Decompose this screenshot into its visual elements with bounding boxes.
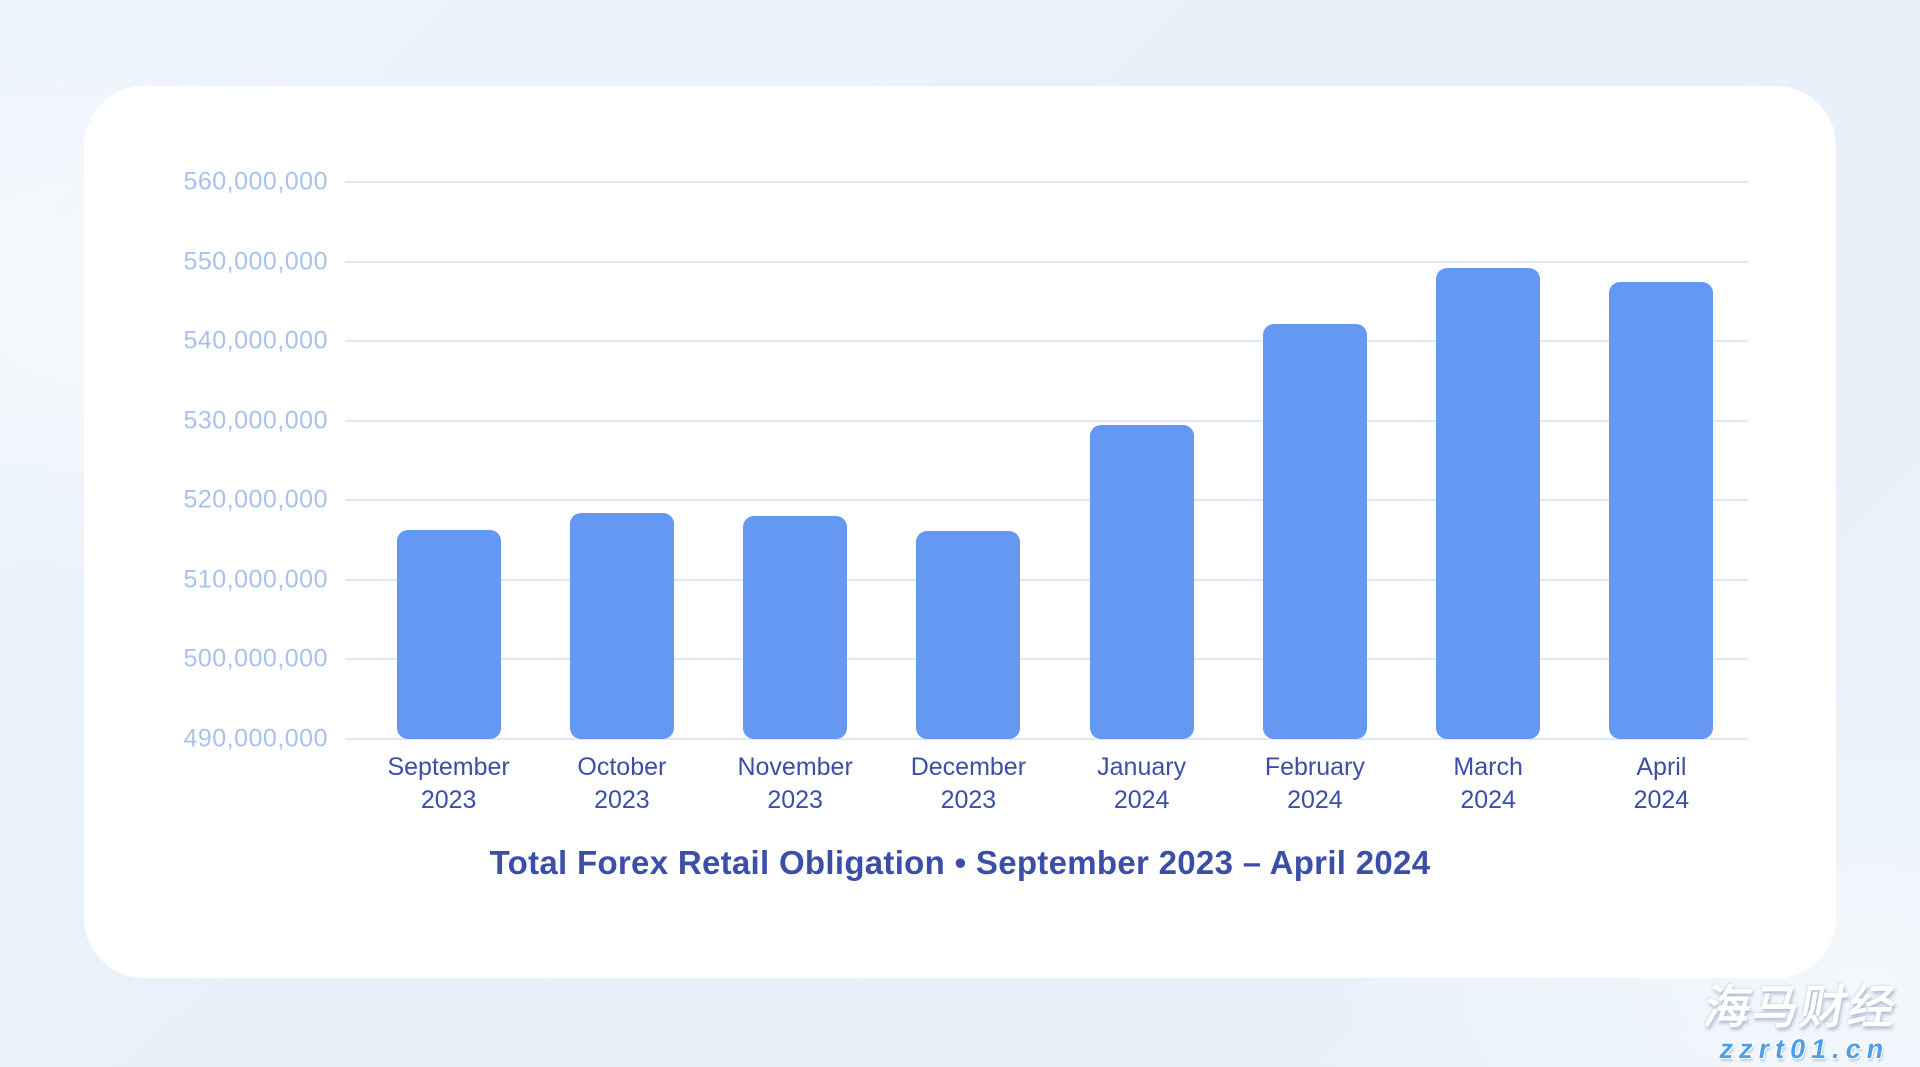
- chart-card: 560,000,000 550,000,000 540,000,000 530,000…: [84, 86, 1836, 978]
- gridline: [345, 260, 1748, 263]
- gridline: [345, 419, 1748, 422]
- gridline: [345, 181, 1748, 183]
- watermark-brand-text: 海马财经: [1700, 981, 1902, 1034]
- y-axis-tick-label: 530,000,000: [183, 406, 328, 435]
- x-axis-category-label: January 2024: [1097, 753, 1187, 814]
- bar-6: [1262, 324, 1367, 739]
- x-axis-category-label: September 2023: [387, 753, 510, 814]
- x-axis-category-label: October 2023: [577, 753, 667, 814]
- bar-7: [1436, 267, 1541, 739]
- y-axis-tick-label: 540,000,000: [183, 326, 328, 355]
- x-axis-labels: September 2023 October 2023 November 2023 D…: [345, 751, 1748, 816]
- bar-slot: [1055, 182, 1228, 739]
- x-axis-category-label: March 2024: [1453, 753, 1523, 814]
- y-axis-tick-label: 490,000,000: [183, 724, 328, 753]
- gridline: [345, 499, 1748, 502]
- bar-slot: [709, 182, 882, 739]
- bar-slot: [1228, 182, 1401, 739]
- x-axis-category-label: April 2024: [1633, 753, 1690, 814]
- bar-5: [1089, 424, 1194, 739]
- bar-series: [345, 182, 1748, 739]
- gridline: [345, 340, 1748, 343]
- bar-2: [569, 513, 674, 739]
- bar-slot: [1402, 182, 1575, 739]
- watermark: 海马财经 zzrt01.cn: [1695, 981, 1902, 1065]
- bar-1: [396, 529, 501, 739]
- bar-chart-plot-area: 560,000,000 550,000,000 540,000,000 530,000…: [183, 168, 1748, 753]
- x-axis-category-label: February 2024: [1264, 753, 1365, 814]
- y-axis-tick-label: 510,000,000: [183, 565, 328, 594]
- bar-slot: [535, 182, 708, 739]
- y-axis-tick-label: 560,000,000: [183, 167, 328, 196]
- bar-8: [1609, 282, 1714, 739]
- gridline: [345, 658, 1748, 661]
- y-axis-tick-label: 520,000,000: [183, 485, 328, 514]
- bar-slot: [1575, 182, 1748, 739]
- x-axis-category-label: November 2023: [737, 753, 853, 814]
- x-axis-category-label: December 2023: [910, 753, 1027, 814]
- bar-slot: [362, 182, 535, 739]
- chart-title: Total Forex Retail Obligation • Septembe…: [489, 844, 1431, 881]
- bar-slot: [882, 182, 1055, 739]
- y-axis-tick-label: 500,000,000: [183, 644, 328, 673]
- y-axis-tick-label: 550,000,000: [183, 247, 328, 276]
- bar-4: [916, 531, 1021, 739]
- watermark-url-text: zzrt01.cn: [1717, 1033, 1893, 1064]
- gridline: [345, 578, 1748, 581]
- bar-3: [743, 516, 848, 739]
- gridline: [345, 738, 1748, 740]
